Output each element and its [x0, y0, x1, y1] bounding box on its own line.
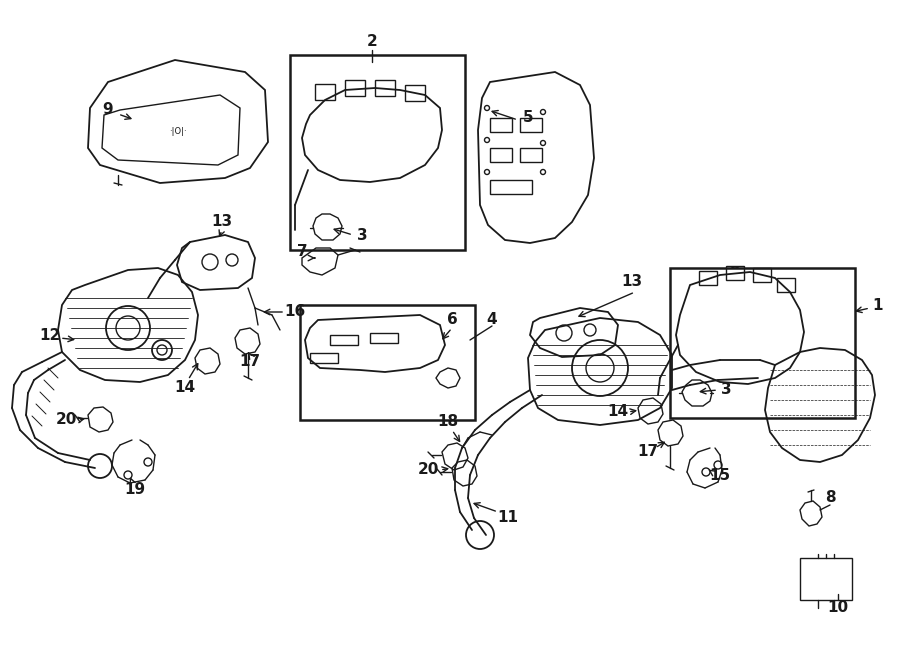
- Text: ·|O|·: ·|O|·: [169, 128, 187, 137]
- Text: 5: 5: [523, 110, 534, 126]
- Text: 4: 4: [487, 313, 498, 327]
- Bar: [670, 268, 855, 418]
- Text: 20: 20: [418, 463, 438, 477]
- Bar: [490, 118, 512, 132]
- Text: 10: 10: [827, 600, 849, 615]
- Text: 12: 12: [40, 327, 60, 342]
- Bar: [490, 148, 512, 162]
- Text: 8: 8: [824, 490, 835, 506]
- Text: 13: 13: [621, 274, 643, 290]
- Text: 7: 7: [297, 245, 307, 260]
- Text: 17: 17: [637, 444, 659, 459]
- Bar: [300, 305, 475, 420]
- Text: 1: 1: [873, 299, 883, 313]
- Text: 17: 17: [239, 354, 261, 369]
- Text: 14: 14: [608, 405, 628, 420]
- Text: 3: 3: [356, 227, 367, 243]
- Text: 14: 14: [175, 381, 195, 395]
- Text: 9: 9: [103, 102, 113, 118]
- Text: 18: 18: [437, 414, 459, 430]
- Text: 6: 6: [446, 313, 457, 327]
- Bar: [520, 148, 542, 162]
- Text: 3: 3: [721, 383, 732, 397]
- Text: 16: 16: [284, 305, 306, 319]
- Text: 13: 13: [212, 215, 232, 229]
- Bar: [490, 180, 532, 194]
- Text: 15: 15: [709, 467, 731, 483]
- Text: 20: 20: [55, 412, 76, 428]
- Text: 19: 19: [124, 483, 146, 498]
- Bar: [800, 558, 852, 600]
- Bar: [290, 55, 465, 250]
- Bar: [520, 118, 542, 132]
- Text: 2: 2: [366, 34, 377, 50]
- Text: 11: 11: [498, 510, 518, 525]
